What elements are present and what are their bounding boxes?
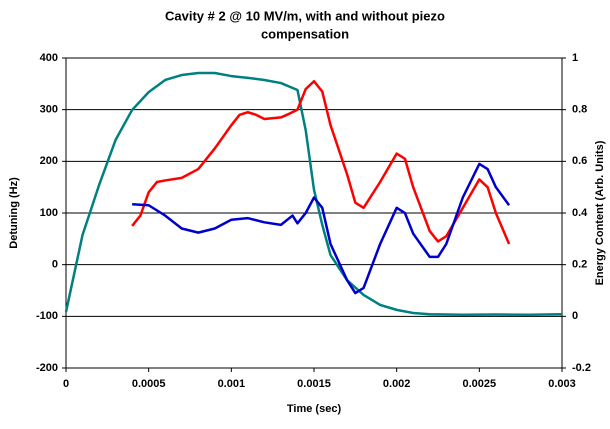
y2-tick-label: 1 — [572, 52, 578, 64]
y2-axis-label: Energy Content (Arb. Units) — [594, 140, 606, 285]
chart-title: compensation — [261, 26, 349, 41]
y-axis-label: Detuning (Hz) — [8, 177, 20, 249]
x-tick-label: 0.0015 — [297, 378, 331, 390]
y2-tick-label: 0.4 — [572, 207, 588, 219]
y2-tick-label: -0.2 — [572, 362, 591, 374]
x-tick-label: 0.003 — [548, 378, 576, 390]
x-tick-label: 0.0025 — [463, 378, 497, 390]
y-tick-label: 100 — [40, 207, 58, 219]
x-axis-label: Time (sec) — [287, 403, 342, 415]
x-tick-label: 0.0005 — [132, 378, 166, 390]
y-tick-label: 200 — [40, 155, 58, 167]
x-tick-label: 0.002 — [383, 378, 411, 390]
x-tick-label: 0.001 — [218, 378, 246, 390]
y-tick-label: -100 — [36, 310, 58, 322]
y2-tick-label: 0.2 — [572, 259, 587, 271]
y2-tick-label: 0.6 — [572, 155, 587, 167]
y-tick-label: 0 — [52, 259, 58, 271]
line-series — [64, 71, 563, 317]
line-series — [132, 162, 511, 295]
y-tick-label: 400 — [40, 52, 58, 64]
line-series — [131, 80, 511, 245]
y-tick-label: 300 — [40, 104, 58, 116]
y-tick-label: -200 — [36, 362, 58, 374]
y2-tick-label: 0.8 — [572, 104, 587, 116]
y2-tick-label: 0 — [572, 310, 578, 322]
chart-title: Cavity # 2 @ 10 MV/m, with and without p… — [165, 8, 445, 23]
x-tick-label: 0 — [63, 378, 69, 390]
